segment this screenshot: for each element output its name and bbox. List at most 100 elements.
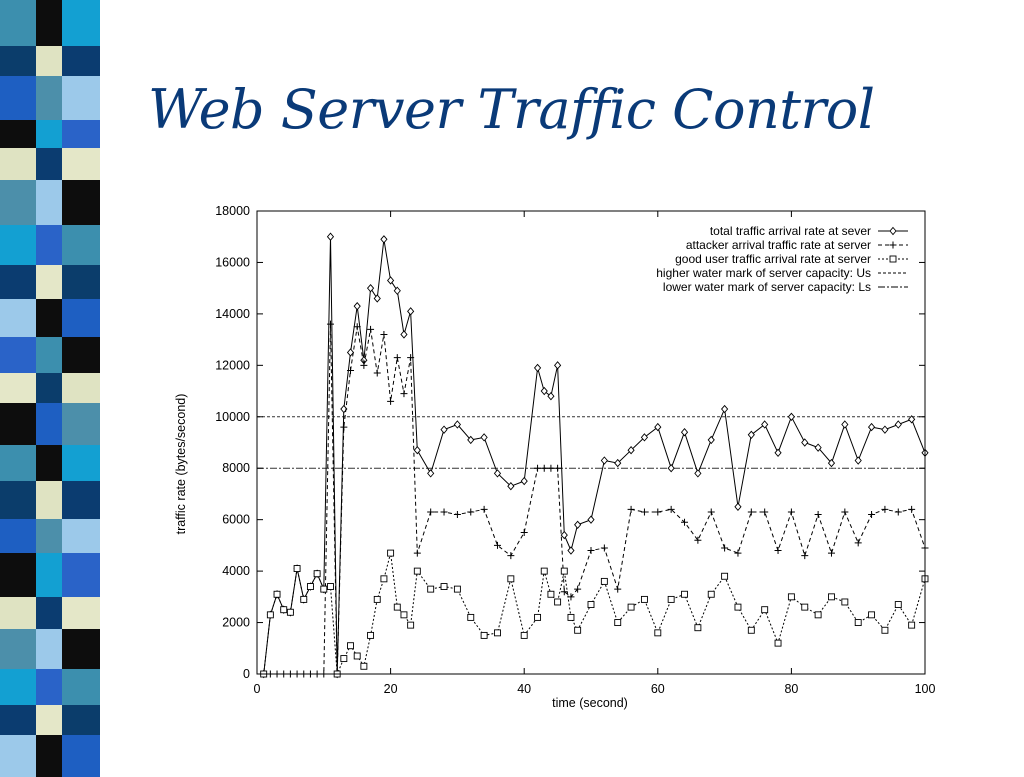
- stripe-segment: [36, 225, 62, 265]
- legend-label: attacker arrival traffic rate at server: [686, 238, 871, 252]
- data-point-diamond: [774, 448, 782, 457]
- data-point-diamond: [761, 420, 769, 429]
- data-point-square: [889, 255, 897, 263]
- stripe-segment: [62, 403, 100, 445]
- stripe-segment: [62, 0, 100, 46]
- data-point-plus: [889, 241, 897, 249]
- data-point-square: [507, 575, 515, 583]
- data-point-plus: [694, 536, 702, 544]
- data-point-plus: [814, 511, 822, 519]
- y-tick-label: 10000: [215, 410, 250, 424]
- data-point-square: [547, 590, 555, 598]
- stripe-segment: [0, 265, 36, 299]
- data-point-square: [654, 629, 662, 637]
- data-point-square: [340, 655, 348, 663]
- data-point-diamond: [908, 415, 916, 424]
- data-point-diamond: [387, 276, 395, 285]
- data-point-diamond: [801, 438, 809, 447]
- stripe-segment: [62, 120, 100, 148]
- stripe-segment: [62, 299, 100, 337]
- y-tick-label: 12000: [215, 358, 250, 372]
- x-tick-label: 80: [784, 682, 798, 696]
- data-point-plus: [667, 505, 675, 513]
- data-point-square: [908, 621, 916, 629]
- data-point-plus: [453, 511, 461, 519]
- data-point-plus: [801, 552, 809, 560]
- y-tick-label: 4000: [222, 564, 250, 578]
- data-point-diamond: [574, 520, 582, 530]
- data-point-plus: [881, 505, 889, 513]
- data-point-square: [667, 595, 675, 603]
- stripe-segment: [62, 76, 100, 120]
- data-point-plus: [787, 508, 795, 516]
- stripe-segment: [0, 481, 36, 519]
- stripe-segment: [62, 735, 100, 777]
- data-point-square: [721, 572, 729, 580]
- data-point-plus: [574, 585, 582, 593]
- data-point-diamond: [366, 283, 375, 293]
- data-point-diamond: [380, 235, 388, 244]
- data-point-plus: [387, 397, 395, 405]
- data-point-diamond: [393, 286, 401, 295]
- stripe-segment: [0, 337, 36, 373]
- data-point-plus: [560, 588, 568, 596]
- stripe-segment: [36, 265, 62, 299]
- stripe-segment: [36, 481, 62, 519]
- data-point-plus: [614, 585, 622, 593]
- x-axis-label: time (second): [552, 696, 628, 710]
- data-point-plus: [507, 552, 515, 560]
- y-tick-label: 8000: [222, 461, 250, 475]
- data-point-square: [453, 585, 461, 593]
- data-point-square: [280, 606, 288, 614]
- data-point-diamond: [680, 428, 689, 437]
- stripe-segment: [62, 481, 100, 519]
- data-point-diamond: [547, 392, 555, 401]
- data-point-diamond: [413, 446, 421, 455]
- data-point-diamond: [787, 412, 795, 421]
- stripe-segment: [0, 735, 36, 777]
- stripe-segment: [0, 120, 36, 148]
- data-point-square: [440, 583, 448, 590]
- data-point-diamond: [560, 530, 568, 540]
- stripe-segment: [62, 148, 100, 180]
- data-point-diamond: [627, 446, 635, 455]
- stripe-segment: [0, 629, 36, 669]
- data-point-plus: [627, 505, 635, 513]
- y-tick-label: 16000: [215, 255, 250, 269]
- data-point-diamond: [567, 546, 575, 555]
- data-point-square: [494, 629, 501, 637]
- stripe-segment: [36, 629, 62, 669]
- data-point-square: [560, 567, 568, 575]
- data-point-diamond: [326, 232, 335, 241]
- data-point-plus: [640, 508, 648, 516]
- data-point-square: [707, 590, 715, 598]
- stripe-segment: [0, 445, 36, 481]
- data-point-square: [614, 619, 622, 627]
- data-point-diamond: [407, 307, 415, 316]
- data-point-plus: [480, 505, 488, 513]
- data-point-diamond: [867, 422, 876, 432]
- data-point-diamond: [520, 476, 528, 486]
- data-point-plus: [774, 547, 782, 555]
- stripe-segment: [62, 553, 100, 597]
- stripe-segment: [0, 225, 36, 265]
- slide-title: Web Server Traffic Control: [148, 78, 875, 141]
- stripe-segment: [36, 0, 62, 46]
- stripe-segment: [36, 597, 62, 629]
- data-point-diamond: [814, 443, 822, 452]
- data-point-square: [554, 598, 562, 606]
- data-point-square: [868, 611, 876, 619]
- data-point-diamond: [640, 433, 649, 442]
- data-point-diamond: [493, 469, 502, 478]
- data-point-square: [320, 585, 328, 593]
- data-point-plus: [854, 539, 862, 547]
- stripe-segment: [36, 373, 62, 403]
- data-point-plus: [340, 423, 348, 431]
- data-point-diamond: [827, 458, 836, 468]
- stripe-segment: [0, 597, 36, 629]
- data-point-square: [266, 611, 274, 619]
- stripe-segment: [36, 735, 62, 777]
- data-point-diamond: [747, 430, 755, 439]
- data-point-square: [306, 583, 314, 590]
- legend-label: lower water mark of server capacity: Ls: [663, 280, 871, 294]
